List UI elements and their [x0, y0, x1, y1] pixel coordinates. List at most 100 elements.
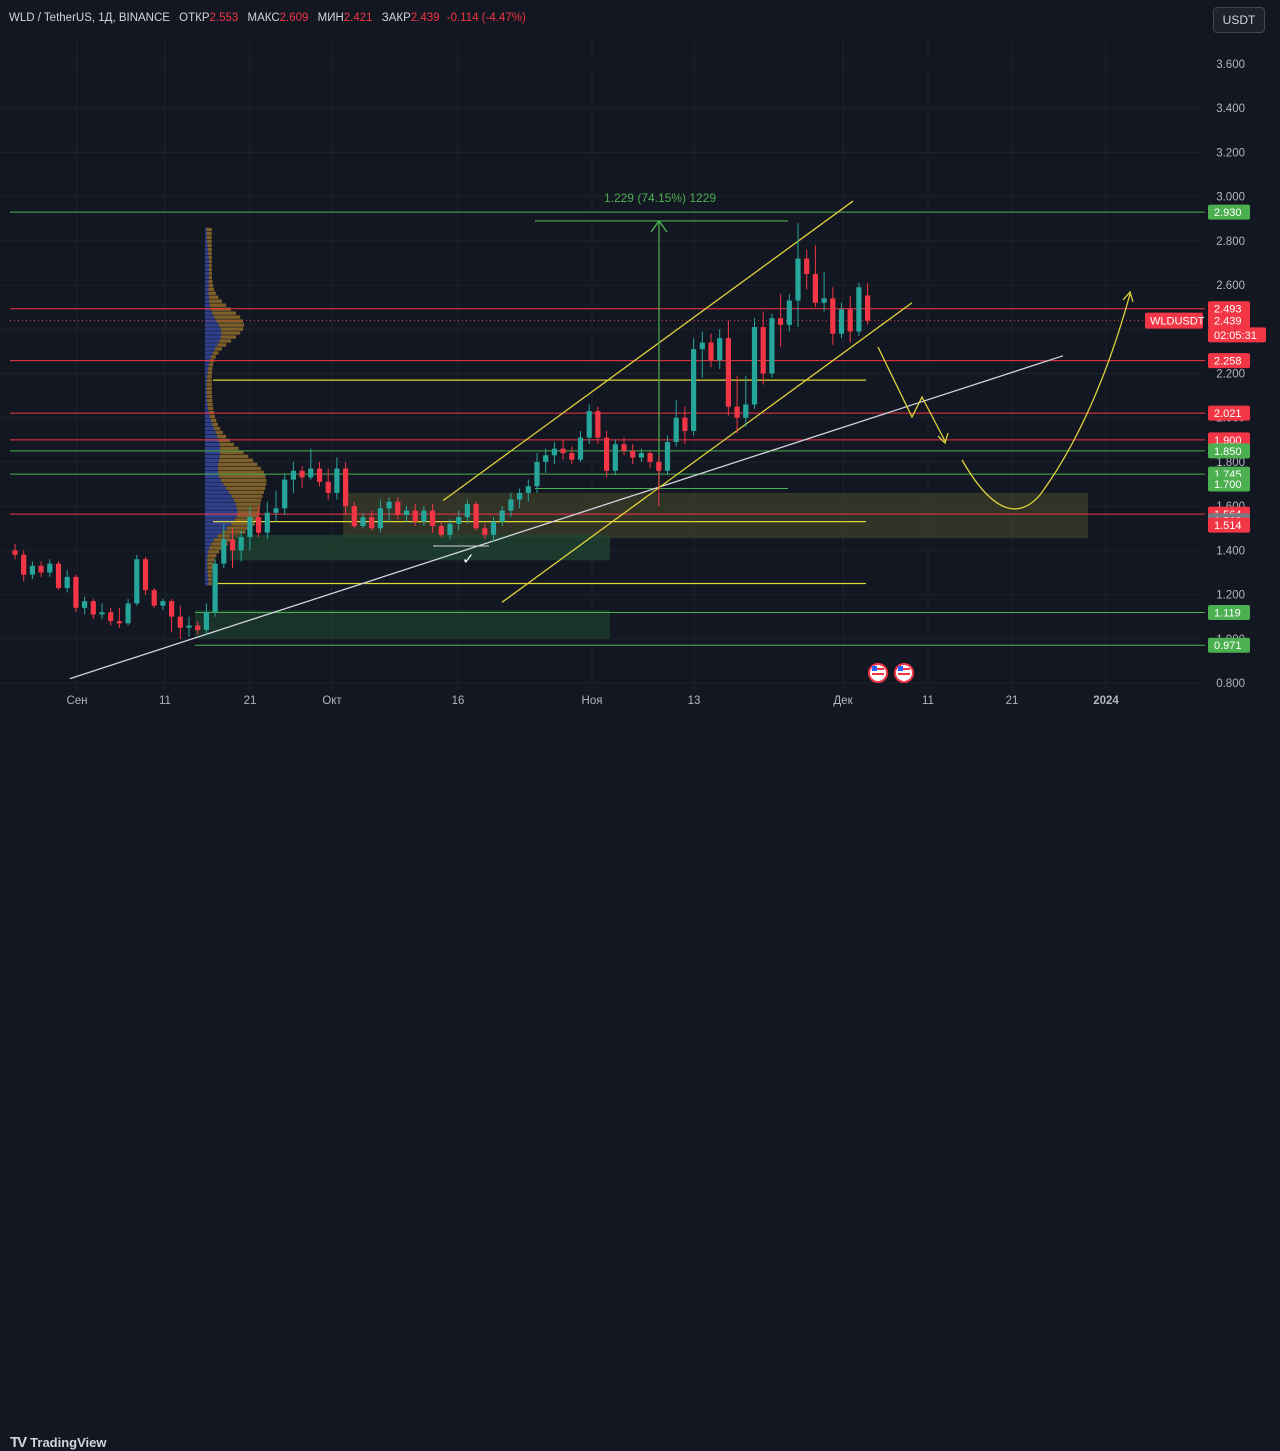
volume-bar-orange — [208, 578, 212, 582]
price-label-box — [1208, 517, 1250, 533]
measure-arrow-head — [650, 219, 668, 233]
volume-bar-orange — [208, 582, 212, 586]
volume-bar-blue — [205, 335, 221, 339]
volume-bar-blue — [205, 422, 213, 427]
candle-body — [456, 517, 462, 524]
candle-body — [369, 517, 375, 529]
candle-body — [229, 539, 236, 551]
volume-bar-orange — [227, 526, 251, 530]
candle-body — [273, 508, 279, 513]
price-label-box — [1208, 327, 1266, 343]
price-label-box — [1208, 204, 1250, 220]
time-tick-label: Дек — [833, 695, 853, 707]
candle-body — [299, 470, 305, 478]
volume-bar-orange — [211, 418, 217, 423]
candle-body — [812, 274, 818, 303]
volume-bar-blue — [205, 391, 207, 395]
price-tick-label: 1.200 — [1216, 590, 1245, 602]
high-label: МАКС — [247, 12, 280, 24]
flag-stripe — [872, 673, 884, 675]
volume-bar-blue — [205, 546, 210, 550]
volume-bar-blue — [205, 434, 218, 439]
candle-body — [673, 417, 679, 443]
volume-bar-orange — [208, 259, 212, 264]
price-axis[interactable]: 3.6003.4003.2003.0002.8002.6002.4002.200… — [1216, 59, 1245, 690]
volume-bar-blue — [205, 578, 209, 582]
candle-body — [412, 510, 418, 522]
time-axis[interactable]: Сен 11 21 Окт 16 Ноя 13 Дек 11 21 2024 — [66, 695, 1119, 707]
volume-bar-blue — [205, 446, 221, 451]
volume-bar-orange — [220, 450, 244, 455]
volume-bar-blue — [205, 470, 219, 474]
candle-body — [116, 621, 122, 624]
volume-bar-blue — [205, 355, 212, 359]
candle-body — [282, 479, 288, 509]
volume-bar-orange — [212, 422, 218, 427]
volume-bar-orange — [220, 335, 236, 339]
volume-bar-blue — [205, 283, 209, 287]
volume-bar-orange — [209, 267, 212, 272]
volume-bar-blue — [205, 510, 238, 514]
candle-body — [830, 298, 836, 334]
volume-bar-orange — [218, 438, 230, 443]
volume-bar-blue — [205, 259, 209, 264]
volume-bar-blue — [205, 498, 234, 502]
volume-bar-blue — [205, 327, 221, 331]
price-label-text: 1.119 — [1214, 607, 1241, 619]
volume-bar-blue — [205, 267, 210, 272]
candle-body — [316, 468, 323, 482]
volume-bar-blue — [205, 339, 220, 343]
tradingview-logo[interactable]: TV TradingView — [10, 1434, 107, 1451]
price-label-text: 02:05:31 — [1214, 330, 1257, 342]
time-tick-label: 2024 — [1093, 695, 1119, 707]
candle-body — [334, 468, 340, 493]
price-tick-label: 1.800 — [1216, 457, 1245, 469]
price-chart[interactable]: 1.229 (74.15%) 1229 ✓ 3.600 3.400 3.200 3.00… — [0, 0, 1280, 712]
brand-name: TradingView — [30, 1435, 107, 1450]
volume-bar-blue — [205, 542, 212, 546]
candle-body — [734, 406, 740, 418]
candle-body — [169, 601, 175, 617]
volume-bar-blue — [205, 275, 209, 280]
price-label-box — [1208, 405, 1250, 421]
candle-body — [430, 510, 436, 527]
volume-bar-blue — [205, 458, 219, 463]
channel-upper-line — [442, 200, 854, 502]
candle-body — [760, 327, 766, 374]
volume-bar-orange — [217, 534, 240, 538]
volume-bar-blue — [205, 331, 222, 335]
volume-bar-orange — [236, 506, 261, 510]
price-label-text: 1.514 — [1214, 520, 1242, 532]
price-tick-label: 3.000 — [1216, 192, 1245, 204]
currency-button[interactable]: USDT — [1213, 7, 1265, 33]
candle-body — [560, 448, 566, 454]
flag-canton — [898, 666, 903, 671]
volume-bar-blue — [205, 462, 219, 467]
top-bar: WLD / TetherUS, 1Д, BINANCE ОТКР2.553 МА… — [0, 0, 1280, 40]
candle-body — [134, 559, 140, 604]
candle-body — [856, 287, 862, 332]
candle-body — [82, 601, 88, 608]
volume-bar-blue — [205, 375, 208, 379]
volume-bar-orange — [206, 235, 212, 240]
price-label-box — [1208, 353, 1250, 369]
candle-body — [421, 510, 427, 522]
volume-bar-orange — [206, 391, 213, 395]
candle-body — [21, 554, 27, 575]
candle-body — [838, 309, 845, 334]
candle-body — [699, 342, 705, 350]
candle-body — [847, 309, 853, 332]
candle-body — [717, 338, 723, 361]
volume-bar-blue — [205, 343, 218, 347]
volume-bar-orange — [206, 231, 212, 236]
candle-body — [743, 404, 749, 418]
candle-body — [395, 501, 401, 515]
check-mark-icon: ✓ — [462, 551, 475, 568]
volume-bar-orange — [236, 514, 260, 518]
volume-bar-blue — [205, 574, 208, 578]
volume-bar-blue — [205, 231, 207, 236]
open-value: 2.553 — [209, 12, 239, 24]
symbol-name[interactable]: WLD / TetherUS, 1Д, BINANCE — [9, 12, 170, 24]
demand-zone — [343, 492, 1088, 539]
volume-bar-blue — [205, 426, 214, 431]
